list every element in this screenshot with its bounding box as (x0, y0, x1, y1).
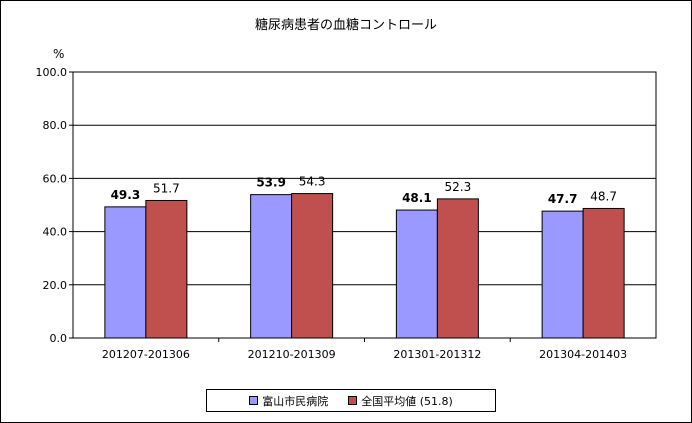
x-tick-label: 201301-201312 (393, 348, 481, 361)
y-tick-label: 20.0 (43, 279, 68, 292)
bar-series-1 (541, 210, 584, 339)
data-label: 53.9 (256, 176, 286, 190)
data-label: 51.7 (153, 181, 180, 195)
legend-item-series-2: 全国平均値 (51.8) (348, 393, 453, 409)
bar-series-2 (436, 198, 479, 339)
legend-label: 全国平均値 (51.8) (361, 394, 453, 408)
legend-item-series-1: 富山市民病院 (249, 393, 328, 409)
legend-label: 富山市民病院 (262, 394, 329, 408)
bar-series-1 (395, 209, 438, 339)
bar-series-2 (145, 199, 188, 339)
data-label: 48.1 (402, 191, 432, 205)
legend-swatch (348, 396, 358, 405)
bar-series-1 (250, 194, 293, 339)
y-tick-label: 100.0 (36, 66, 68, 79)
y-axis-unit: % (53, 47, 65, 61)
x-tick-labels: 201207-201306 201210-201309 201301-201312 2… (102, 348, 627, 361)
data-label: 48.7 (590, 189, 617, 203)
y-tick-label: 0.0 (50, 332, 68, 345)
data-label: 52.3 (445, 180, 472, 194)
bar-series-2 (582, 207, 625, 339)
x-tick-label: 201304-201403 (539, 348, 627, 361)
y-tick-labels: 0.0 20.0 40.0 60.0 80.0 100.0 (36, 66, 68, 345)
bars (104, 193, 625, 339)
bar-series-1 (104, 206, 147, 339)
data-labels: 49.3 51.7 53.9 54.3 48.1 52.3 47.7 48.7 (111, 175, 617, 207)
data-label: 47.7 (548, 192, 578, 206)
y-tick-label: 60.0 (43, 172, 68, 185)
x-tick-label: 201210-201309 (248, 348, 336, 361)
y-tick-label: 40.0 (43, 226, 68, 239)
legend-swatch (249, 396, 259, 405)
bar-series-2 (291, 193, 334, 339)
legend: 富山市民病院 全国平均値 (51.8) (206, 389, 496, 412)
chart-title: 糖尿病患者の血糖コントロール (254, 18, 437, 33)
x-tick-label: 201207-201306 (102, 348, 190, 361)
y-tick-label: 80.0 (43, 119, 68, 132)
data-label: 54.3 (299, 175, 326, 189)
data-label: 49.3 (111, 188, 141, 202)
